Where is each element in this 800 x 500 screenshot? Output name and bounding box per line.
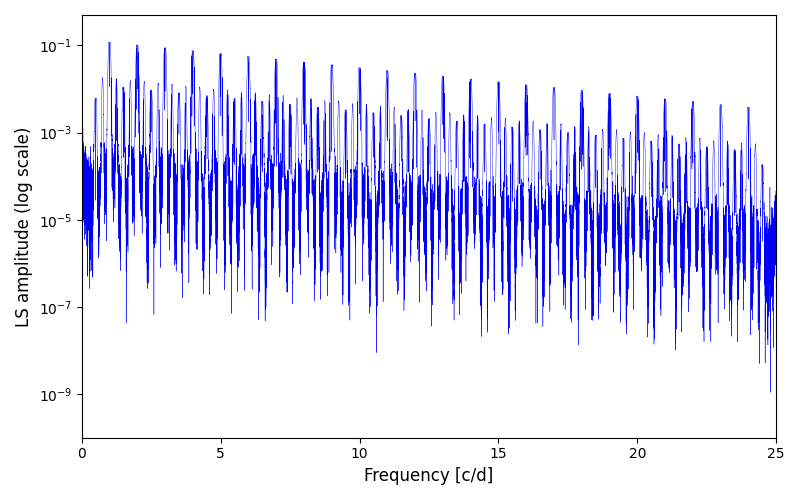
X-axis label: Frequency [c/d]: Frequency [c/d] (364, 467, 494, 485)
Y-axis label: LS amplitude (log scale): LS amplitude (log scale) (15, 126, 33, 326)
